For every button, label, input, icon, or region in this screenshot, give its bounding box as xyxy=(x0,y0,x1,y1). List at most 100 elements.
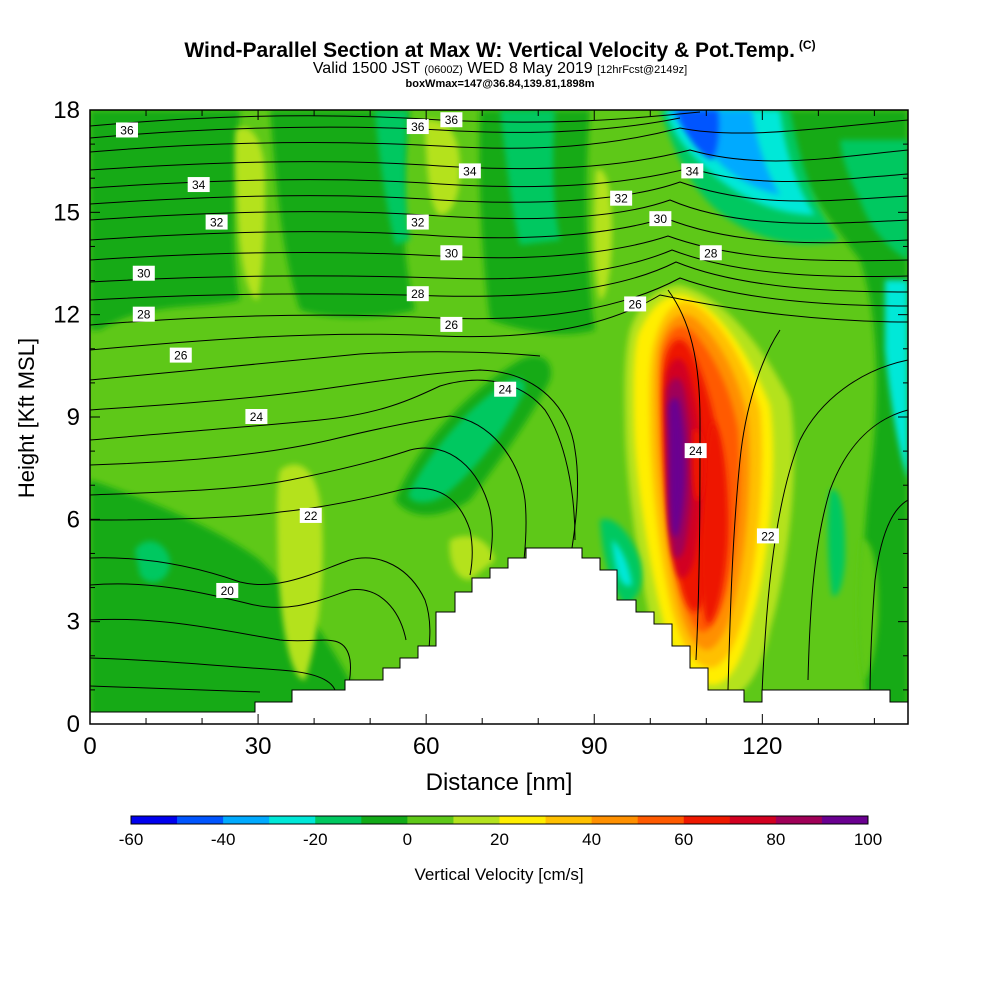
isentrope-35 xyxy=(90,119,908,153)
isotherm-label: 36 xyxy=(115,122,138,138)
colorbar-tick-label: -40 xyxy=(211,830,236,849)
colorbar-swatch xyxy=(407,816,454,824)
isotherm-label: 30 xyxy=(440,245,463,261)
isotherm-label-box xyxy=(406,286,429,302)
colorbar-swatch xyxy=(453,816,500,824)
isotherm-label-box xyxy=(132,306,155,322)
isotherm-label-text: 30 xyxy=(654,212,668,226)
isotherm-label-text: 24 xyxy=(498,383,512,397)
isotherm-label-text: 34 xyxy=(686,164,700,178)
colorbar-tick-label: -60 xyxy=(119,830,144,849)
isentrope-30 xyxy=(90,217,908,244)
isotherm-label: 26 xyxy=(440,316,463,332)
isotherm-label-box xyxy=(406,119,429,135)
x-tick-label: 30 xyxy=(245,733,272,760)
colorbar-swatch xyxy=(637,816,685,824)
field-right-green-strip xyxy=(856,539,879,680)
colorbar-tick-label: -20 xyxy=(303,830,328,849)
isentrope-31 xyxy=(90,199,908,224)
chart-title: Wind-Parallel Section at Max W: Vertical… xyxy=(0,38,1000,63)
colorbar-tick-label: 60 xyxy=(674,830,693,849)
colorbar-swatch xyxy=(361,816,408,824)
y-tick-label: 3 xyxy=(67,609,80,636)
valid-prefix: Valid 1500 JST xyxy=(312,60,420,77)
isentrope-32 xyxy=(90,181,908,205)
isotherm-label-text: 32 xyxy=(614,192,628,206)
field-updraft-strip-2 xyxy=(425,119,460,215)
isotherm-label: 26 xyxy=(169,347,192,363)
isentrope-23-lee xyxy=(727,329,781,691)
isotherm-label-text: 22 xyxy=(304,509,318,523)
isotherm-label-box xyxy=(681,163,704,179)
isentrope-33 xyxy=(90,167,908,189)
isentrope-25 xyxy=(90,294,908,351)
isotherm-label: 32 xyxy=(610,190,633,206)
valid-utc: (0600Z) xyxy=(424,64,463,76)
isotherm-label-text: 28 xyxy=(704,246,718,260)
isotherm-label-text: 36 xyxy=(120,123,134,137)
isotherm-label-box xyxy=(440,112,463,128)
isotherm-label-text: 24 xyxy=(689,444,703,458)
y-tick-label: 12 xyxy=(53,302,80,329)
isotherm-label: 34 xyxy=(681,163,704,179)
isotherm-label-text: 24 xyxy=(250,410,264,424)
isotherm-label-box xyxy=(132,265,155,281)
isotherm-label-text: 22 xyxy=(761,529,775,543)
isentrope-24-lee xyxy=(667,289,701,661)
isotherm-label-text: 32 xyxy=(210,216,224,230)
field-updraft-strip-1 xyxy=(235,127,266,300)
isotherm-label-box xyxy=(610,190,633,206)
isentrope-21-lee xyxy=(807,409,908,681)
isentrope-20-lee xyxy=(869,499,908,701)
isentrope-22 xyxy=(90,447,493,561)
isotherm-label-box xyxy=(624,296,647,312)
colorbar-swatch xyxy=(729,816,777,824)
isotherm-label-box xyxy=(649,211,672,227)
isotherm-label: 28 xyxy=(132,306,155,322)
isotherm-label: 24 xyxy=(684,443,707,459)
box-info: boxWmax=147@36.84,139.81,1898m xyxy=(405,78,595,90)
isentrope-21 xyxy=(90,557,431,661)
colorbar-swatch xyxy=(683,816,731,824)
x-tick-label: 120 xyxy=(742,733,782,760)
colorbar-tick-label: 100 xyxy=(854,830,882,849)
field-right-teal xyxy=(840,140,908,260)
colorbar-swatch xyxy=(775,816,823,824)
isotherm-label: 24 xyxy=(245,409,268,424)
isotherm-label: 32 xyxy=(406,214,429,230)
colorbar-tick-label: 0 xyxy=(403,830,412,849)
isotherm-label: 30 xyxy=(649,211,672,227)
updraft-level-90 xyxy=(668,397,686,537)
isentropes xyxy=(90,111,908,701)
colorbar: -60 -40 -20 0 20 40 60 80 100 xyxy=(119,815,882,849)
isentrope-26 xyxy=(90,277,908,326)
field-aloft-sink-core xyxy=(676,110,719,160)
isotherm-label-text: 36 xyxy=(445,113,459,127)
isotherm-label-text: 28 xyxy=(411,287,425,301)
isotherm-label: 34 xyxy=(187,177,210,193)
isotherm-label-box xyxy=(699,245,722,261)
colorbar-frame xyxy=(130,815,869,825)
valid-date: WED 8 May 2019 xyxy=(467,60,593,77)
isotherm-label-box xyxy=(684,443,707,459)
isotherm-label-box xyxy=(406,214,429,230)
isentrope-22-lee xyxy=(761,359,908,701)
y-tick-label: 6 xyxy=(67,506,80,533)
isotherm-label: 36 xyxy=(440,112,463,128)
x-axis-label: Distance [nm] xyxy=(426,769,573,796)
colorbar-label: Vertical Velocity [cm/s] xyxy=(414,865,583,884)
field-small-sink xyxy=(135,541,171,583)
isotherm-label-box xyxy=(245,409,268,424)
isotherm-label-box xyxy=(494,381,517,397)
chart-title-units-tag: (C) xyxy=(798,38,816,52)
isotherm-label-box xyxy=(299,507,322,523)
colorbar-swatch xyxy=(315,816,362,824)
isotherm-label: 20 xyxy=(216,582,239,598)
isotherm-label-box xyxy=(187,177,210,193)
x-tick-label: 60 xyxy=(413,733,440,760)
isotherm-label-text: 26 xyxy=(174,349,188,363)
isotherm-label-box xyxy=(216,582,239,598)
y-tick-label: 15 xyxy=(53,199,80,226)
isotherm-label-box xyxy=(115,122,138,138)
colorbar-tick-label: 80 xyxy=(766,830,785,849)
